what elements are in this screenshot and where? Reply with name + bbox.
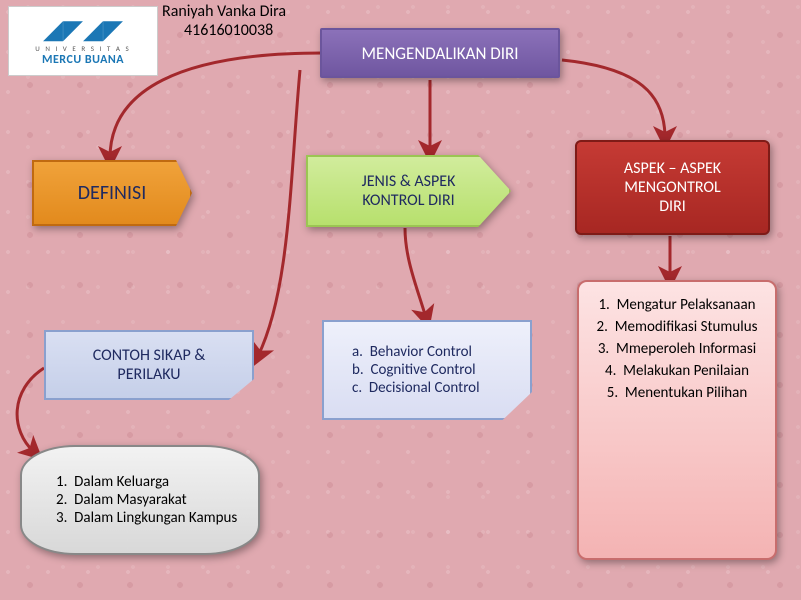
behavior-item-c: c. Decisional Control xyxy=(352,379,520,397)
author-id: 41616010038 xyxy=(162,21,286,40)
logo-box: ◢◤◢◤ U N I V E R S I T A S MERCU BUANA xyxy=(8,6,158,76)
logo-subtitle: U N I V E R S I T A S xyxy=(35,44,130,53)
grey-list-box: 1. Dalam Keluarga 2. Dalam Masyarakat 3.… xyxy=(20,445,260,555)
aspek-line1: ASPEK – ASPEK xyxy=(624,159,721,178)
red-list-box: 1. Mengatur Pelaksanaan 2. Memodifikasi … xyxy=(577,280,777,560)
title-box: MENGENDALIKAN DIRI xyxy=(320,28,560,78)
author-block: Raniyah Vanka Dira 41616010038 xyxy=(162,2,286,40)
aspek-box: ASPEK – ASPEK MENGONTROL DIRI xyxy=(575,140,770,235)
red-item-2: 2. Memodifikasi Stumulus xyxy=(585,318,769,336)
grey-item-3: 3. Dalam Lingkungan Kampus xyxy=(56,509,238,527)
aspek-line3: DIRI xyxy=(624,197,721,216)
red-item-5: 5. Menentukan Pilihan xyxy=(585,384,769,402)
jenis-line1: JENIS & ASPEK xyxy=(362,172,456,191)
author-name: Raniyah Vanka Dira xyxy=(162,2,286,21)
logo-name: MERCU BUANA xyxy=(42,53,124,67)
contoh-line1: CONTOH SIKAP & xyxy=(93,346,206,365)
definisi-box: DEFINISI xyxy=(32,160,192,226)
contoh-box: CONTOH SIKAP & PERILAKU xyxy=(44,330,254,400)
logo-icon: ◢◤◢◤ xyxy=(43,16,123,42)
grey-item-2: 2. Dalam Masyarakat xyxy=(56,491,238,509)
title-text: MENGENDALIKAN DIRI xyxy=(361,43,518,64)
grey-item-1: 1. Dalam Keluarga xyxy=(56,473,238,491)
jenis-box: JENIS & ASPEK KONTROL DIRI xyxy=(306,155,511,227)
red-item-3: 3. Mmeperoleh Informasi xyxy=(585,340,769,358)
aspek-line2: MENGONTROL xyxy=(624,178,721,197)
behavior-item-a: a. Behavior Control xyxy=(352,343,520,361)
red-item-4: 4. Melakukan Penilaian xyxy=(585,362,769,380)
contoh-line2: PERILAKU xyxy=(93,365,206,384)
jenis-line2: KONTROL DIRI xyxy=(362,191,456,210)
behavior-item-b: b. Cognitive Control xyxy=(352,361,520,379)
red-item-1: 1. Mengatur Pelaksanaan xyxy=(585,296,769,314)
definisi-text: DEFINISI xyxy=(78,181,146,205)
behavior-list-box: a. Behavior Control b. Cognitive Control… xyxy=(322,320,532,420)
